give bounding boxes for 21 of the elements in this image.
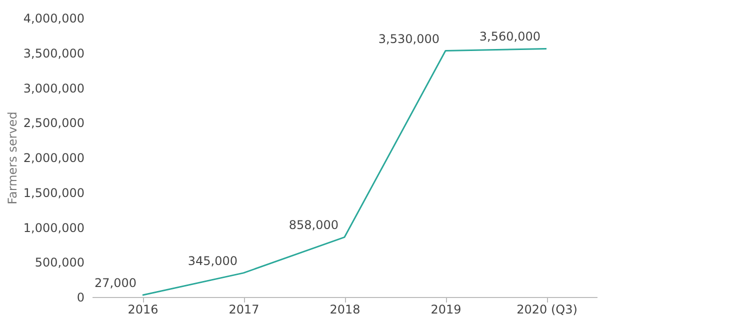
y-axis-title: Farmers served bbox=[5, 112, 20, 204]
data-label: 27,000 bbox=[94, 276, 136, 290]
y-tick-label: 1,000,000 bbox=[23, 220, 84, 235]
x-tick-label: 2019 bbox=[430, 302, 462, 316]
line-series bbox=[142, 48, 548, 296]
y-tick-label: 3,000,000 bbox=[23, 81, 84, 96]
y-tick-label: 3,500,000 bbox=[23, 46, 84, 60]
y-tick-label: 2,500,000 bbox=[23, 116, 84, 130]
data-label: 3,560,000 bbox=[479, 30, 540, 44]
y-tick-label: 0 bbox=[76, 290, 84, 304]
x-tick-label: 2016 bbox=[128, 302, 158, 316]
data-label: 3,530,000 bbox=[378, 32, 440, 46]
x-tick-label: 2020 (Q3) bbox=[516, 302, 578, 316]
y-tick-label: 2,000,000 bbox=[23, 151, 84, 165]
data-label: 345,000 bbox=[188, 254, 238, 268]
y-tick-label: 4,000,000 bbox=[23, 12, 84, 26]
x-tick-label: 2017 bbox=[228, 302, 260, 316]
y-tick-label: 1,500,000 bbox=[23, 186, 84, 200]
y-tick-label: 500,000 bbox=[34, 256, 84, 270]
data-label: 858,000 bbox=[288, 218, 338, 232]
x-tick-label: 2018 bbox=[330, 302, 360, 316]
